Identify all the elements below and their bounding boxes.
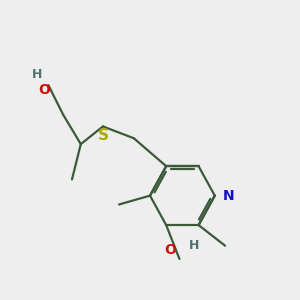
Text: H: H	[32, 68, 42, 81]
Text: O: O	[164, 244, 176, 257]
Text: O: O	[38, 83, 50, 97]
Text: S: S	[98, 128, 108, 142]
Text: N: N	[223, 189, 235, 202]
Text: H: H	[189, 238, 199, 252]
